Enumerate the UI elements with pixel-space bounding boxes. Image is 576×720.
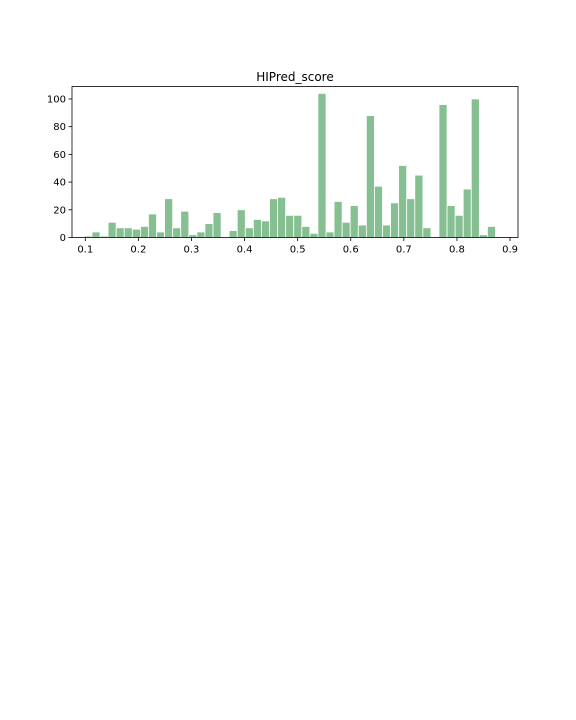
histogram-bar xyxy=(212,212,222,238)
histogram-bar xyxy=(333,201,343,238)
histogram-bar xyxy=(462,188,472,238)
y-tick-label: 40 xyxy=(53,178,66,189)
histogram-bar xyxy=(139,226,149,238)
histogram-bar xyxy=(398,165,408,238)
histogram-bar xyxy=(164,198,174,238)
histogram-bar xyxy=(148,213,157,238)
y-tick-label: 20 xyxy=(53,205,66,216)
chart-title: HIPred_score xyxy=(256,70,334,84)
histogram-bar xyxy=(341,221,351,238)
histogram-bar xyxy=(156,231,165,238)
histogram-bar xyxy=(269,198,278,238)
histogram-bar xyxy=(317,93,327,238)
plot-frame xyxy=(71,86,519,238)
histogram-bar xyxy=(293,214,303,238)
x-tick-label: 0.9 xyxy=(502,245,518,256)
histogram-bar xyxy=(131,228,141,238)
axes-layer: 0.1 0.2 0.3 0.4 0.5 0.6 0.7 0.8 0.9 0 20 40 60 80 100 xyxy=(47,94,518,255)
x-tick-label: 0.2 xyxy=(130,245,146,256)
x-tick-label: 0.4 xyxy=(237,245,253,256)
histogram-bar xyxy=(390,202,400,238)
histogram-bar xyxy=(470,98,480,238)
histogram-bar xyxy=(107,221,117,238)
histogram-bar xyxy=(374,185,383,238)
histogram-bar xyxy=(196,231,206,238)
histogram-bar xyxy=(285,214,295,238)
histogram-bar xyxy=(172,227,182,238)
histogram-bar xyxy=(422,227,432,238)
histogram-bar xyxy=(325,231,335,238)
histogram-bar xyxy=(204,223,214,238)
histogram-bar xyxy=(454,214,464,238)
histogram-bar xyxy=(478,234,488,238)
x-tick-label: 0.1 xyxy=(77,245,93,256)
histogram-bar xyxy=(406,198,416,238)
histogram-bar xyxy=(123,227,133,238)
histogram-bar xyxy=(487,226,496,238)
y-tick-label: 80 xyxy=(53,122,66,133)
histogram-bar xyxy=(446,205,456,238)
histogram-bar xyxy=(244,227,254,238)
bars-layer xyxy=(83,93,496,238)
histogram-bar xyxy=(236,209,246,238)
histogram-bar xyxy=(115,227,125,238)
histogram-bar xyxy=(438,104,448,238)
histogram-bar xyxy=(301,226,311,238)
histogram-bar xyxy=(309,232,319,238)
y-tick-label: 60 xyxy=(53,150,66,161)
histogram-bar xyxy=(357,224,367,238)
histogram-bar xyxy=(252,219,262,238)
x-tick-label: 0.7 xyxy=(396,245,412,256)
x-tick-label: 0.3 xyxy=(184,245,200,256)
histogram-bar xyxy=(365,115,375,238)
histogram-bar xyxy=(382,224,391,238)
histogram-bar xyxy=(261,220,270,238)
x-tick-label: 0.6 xyxy=(343,245,359,256)
histogram-bar xyxy=(414,174,424,238)
y-tick-label: 100 xyxy=(47,94,66,105)
histogram-bar xyxy=(180,210,190,238)
histogram-bar xyxy=(277,196,287,238)
x-tick-label: 0.5 xyxy=(290,245,306,256)
histogram-bar xyxy=(349,205,359,238)
histogram-bar xyxy=(91,231,101,238)
histogram-bar xyxy=(188,234,198,238)
y-tick-label: 0 xyxy=(60,233,66,244)
x-tick-label: 0.8 xyxy=(449,245,465,256)
histogram-bar xyxy=(228,230,238,238)
